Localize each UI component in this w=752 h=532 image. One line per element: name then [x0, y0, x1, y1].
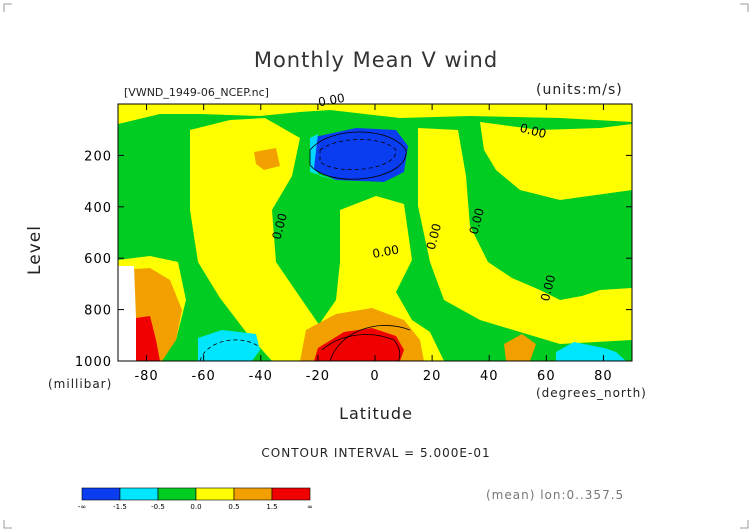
y-tick-label: 800: [84, 304, 112, 319]
colorbar-swatch: [195, 487, 235, 501]
crop-mark-top-right: [740, 3, 749, 12]
colorbar-swatch: [271, 487, 311, 501]
x-tick-label: -80: [134, 369, 158, 384]
crop-marks: [3, 3, 749, 529]
contour-line-blue-dashed: [319, 139, 397, 171]
fill-cyan-upper-inner: [310, 134, 336, 180]
contour-interval-label: CONTOUR INTERVAL = 5.000E-01: [261, 446, 491, 460]
contour-line-center: [329, 325, 411, 361]
x-axis-label: Latitude: [339, 404, 413, 423]
x-tick-label: 0: [370, 369, 379, 384]
colorbar-label: 0.0: [190, 503, 201, 511]
colorbar-label: -0.5: [151, 503, 165, 511]
x-axis-unit: (degrees_north): [536, 386, 647, 400]
fill-yellow-upper-right: [480, 122, 632, 200]
x-tick-label: -20: [306, 369, 330, 384]
chart-title: Monthly Mean V wind: [253, 48, 499, 72]
contour-label: 0.00: [270, 212, 290, 241]
contour-line-blue: [309, 131, 407, 180]
contour-line-red: [321, 334, 401, 361]
contour-label: 0.00: [371, 242, 400, 260]
colorbar-swatch: [233, 487, 273, 501]
contour-fills: [118, 104, 632, 361]
colorbar-swatch: [81, 487, 121, 501]
y-tick-label: 200: [84, 149, 112, 164]
crop-mark-bottom-right: [740, 520, 749, 529]
fill-yellow-column-right: [418, 128, 632, 344]
crop-mark-bottom-left: [3, 520, 12, 529]
y-tick-label: 400: [84, 201, 112, 216]
colorbar-label: 1.5: [266, 503, 277, 511]
colorbar-label: 0.5: [228, 503, 239, 511]
file-label: [VWND_1949-06_NCEP.nc]: [124, 86, 269, 99]
crop-mark-top-left: [3, 3, 12, 12]
contour-lines: [199, 131, 411, 361]
mean-note: (mean) lon:0..357.5: [486, 488, 625, 502]
contour-label: 0.00: [424, 222, 444, 251]
y-tick-label: 600: [84, 252, 112, 267]
colorbar-swatch: [157, 487, 197, 501]
fill-red-left-edge: [136, 316, 160, 361]
contour-label: 0.00: [538, 273, 558, 302]
y-axis-unit: (millibar): [48, 377, 113, 391]
colorbar-swatch: [119, 487, 159, 501]
x-tick-label: 20: [423, 369, 442, 384]
x-tick-label: 60: [537, 369, 556, 384]
fill-blue-upper: [310, 128, 408, 182]
colorbar-label: ∞: [307, 503, 313, 511]
contour-label: 0.00: [317, 91, 346, 109]
y-tick-label: 1000: [75, 355, 112, 370]
fill-cyan-bottom-right: [556, 342, 626, 361]
contour-label: 0.00: [467, 206, 487, 235]
x-tick-label: -40: [249, 369, 273, 384]
colorbar: -∞ -1.5 -0.5 0.0 0.5 1.5 ∞: [78, 487, 313, 511]
fill-orange-bottom-right: [504, 334, 536, 361]
fill-yellow-top: [118, 104, 632, 124]
fill-cyan-bottom-left: [198, 330, 260, 361]
fill-yellow-column-left: [190, 118, 340, 361]
axis-ticks: -80 -60 -40 -20 0 20 40 60 80 200 400 600 800 1000: [75, 104, 632, 384]
x-tick-label: 40: [480, 369, 499, 384]
x-tick-label: 80: [594, 369, 613, 384]
contour-label: 0.00: [518, 121, 547, 141]
fill-orange-small: [254, 148, 280, 170]
colorbar-label: -1.5: [113, 503, 127, 511]
x-tick-label: -60: [192, 369, 216, 384]
fill-missing-data: [118, 266, 136, 361]
contour-labels: 0.00 0.00 0.00 0.00 0.00 0.00 0.00: [270, 91, 559, 303]
colorbar-label: -∞: [78, 503, 86, 511]
units-label: (units:m/s): [536, 82, 623, 98]
